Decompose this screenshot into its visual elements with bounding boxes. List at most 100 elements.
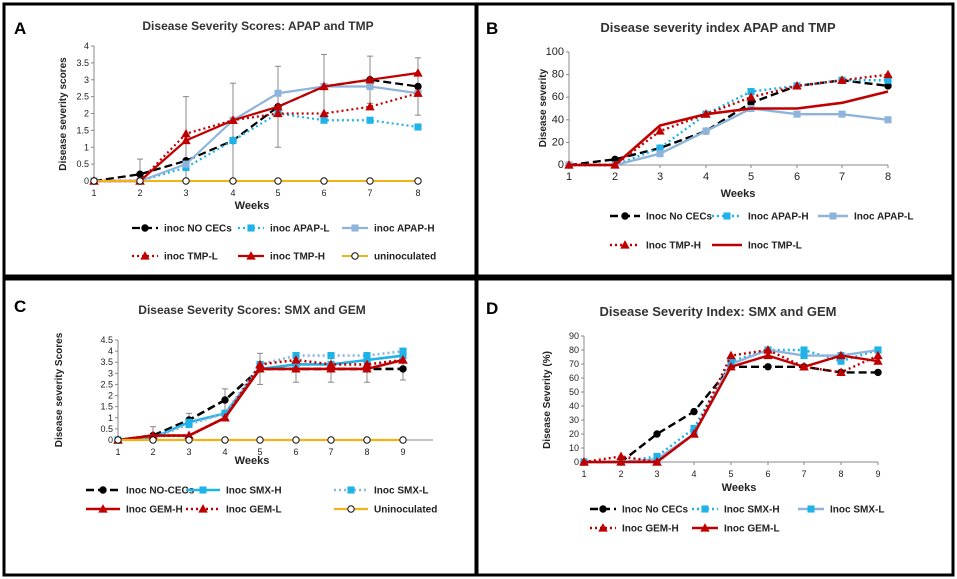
x-tick-label: 7 (801, 469, 806, 479)
y-tick-label: 3 (108, 368, 113, 378)
x-tick-label: 4 (230, 188, 235, 198)
y-tick-label: 40 (552, 114, 564, 126)
legend: Inoc No CECs Inoc APAP-H Inoc APAP-L Inoc T… (610, 212, 913, 252)
y-tick-label: 1.5 (100, 402, 113, 412)
legend-label: Inoc No CECs (622, 505, 689, 516)
data-point (399, 347, 407, 355)
legend-label: Inoc No CECs (646, 212, 713, 223)
legend-item: Inoc SMX-L (334, 486, 428, 497)
legend-label: Inoc APAP-H (748, 212, 809, 223)
chart-title: Disease Severity Scores: SMX and GEM (138, 303, 365, 317)
data-point (873, 356, 883, 365)
data-point (228, 115, 238, 124)
legend: Inoc No CECs Inoc SMX-H Inoc SMX-L Inoc GEM… (590, 505, 884, 535)
legend-item: inoc TMP-H (238, 251, 325, 263)
legend-label: Inoc GEM-H (126, 505, 183, 516)
x-tick-label: 1 (566, 171, 572, 183)
legend-item: inoc TMP-L (132, 251, 218, 263)
data-point (136, 177, 144, 185)
series-line (569, 90, 889, 167)
legend-label: inoc NO CECs (164, 224, 232, 235)
data-point (726, 350, 736, 360)
legend-item: Inoc GEM-L (186, 504, 282, 516)
legend-marker (621, 212, 629, 220)
data-point (273, 101, 283, 111)
chart-panel-b: B Disease severity index APAP and TMP 0 20 4… (475, 2, 955, 278)
y-tick-label: 0 (574, 457, 579, 467)
legend-label: Uninoculated (374, 505, 437, 516)
x-axis-title: Weeks (722, 482, 757, 494)
x-tick-label: 3 (654, 469, 659, 479)
data-point (800, 352, 808, 360)
data-point (653, 430, 661, 438)
data-point (399, 365, 407, 373)
chart-panel-c: C Disease Severity Scores: SMX and GEM 00.… (2, 277, 478, 577)
data-point (413, 68, 423, 77)
x-axis-title: Weeks (235, 455, 270, 467)
legend-item: Inoc GEM-H (590, 523, 679, 535)
data-point (181, 135, 191, 145)
data-point (702, 127, 710, 135)
y-tick-label: 1 (84, 142, 89, 152)
x-tick-label: 7 (328, 447, 333, 457)
y-tick-label: 3.5 (76, 58, 89, 68)
legend-label: Inoc SMX-L (830, 505, 884, 516)
data-point (836, 350, 846, 360)
legend-item: Inoc SMX-H (186, 486, 282, 497)
legend-marker (246, 251, 256, 260)
y-tick-label: 70 (569, 359, 579, 369)
data-point (326, 364, 336, 373)
data-point (90, 177, 98, 185)
data-point (320, 177, 328, 185)
legend-item: Inoc SMX-L (798, 505, 884, 516)
y-tick-label: 2.5 (76, 92, 89, 102)
y-tick-label: 1.5 (76, 125, 89, 135)
y-axis-title: Disease severity scores (58, 57, 69, 171)
y-tick-label: 0.5 (76, 159, 89, 169)
data-point (292, 436, 300, 444)
x-tick-label: 3 (183, 188, 188, 198)
x-tick-label: 6 (765, 469, 770, 479)
legend-item: Inoc No CECs (610, 212, 713, 223)
data-point (229, 136, 237, 145)
data-point (366, 116, 374, 124)
legend-marker (701, 505, 709, 513)
data-point (274, 89, 282, 97)
y-tick-label: 10 (569, 443, 579, 453)
series-uninoculated (90, 177, 422, 185)
legend-item: Inoc GEM-L (692, 523, 780, 535)
legend-label: uninoculated (374, 252, 436, 263)
series-uninoculated (114, 436, 407, 444)
data-point (114, 436, 122, 444)
x-tick-label: 1 (581, 469, 586, 479)
y-tick-label: 3.5 (100, 357, 113, 367)
legend-marker (247, 224, 255, 232)
data-point (366, 177, 374, 185)
x-tick-label: 2 (612, 171, 618, 183)
legend-label: Inoc GEM-H (622, 524, 679, 535)
x-tick-label: 6 (293, 447, 298, 457)
y-tick-label: 0 (558, 159, 564, 171)
data-point (362, 364, 372, 373)
data-point (883, 69, 893, 79)
legend-marker (99, 486, 107, 494)
legend-marker (599, 505, 607, 513)
data-point (398, 355, 408, 364)
y-tick-label: 4.5 (100, 335, 113, 345)
y-tick-label: 0.5 (100, 424, 113, 434)
panel-letter: D (486, 299, 498, 318)
data-point (320, 116, 328, 124)
x-tick-label: 1 (115, 447, 120, 457)
data-point (414, 177, 422, 185)
series-inoc-tmp-l (569, 90, 889, 167)
chart-title: Disease Severity Index: SMX and GEM (600, 304, 837, 319)
legend-marker (140, 251, 150, 260)
y-tick-label: 4 (84, 41, 89, 51)
data-point (182, 160, 190, 168)
legend-marker (351, 224, 359, 232)
y-tick-label: 100 (546, 46, 564, 58)
series-line (94, 71, 419, 183)
data-point (326, 359, 336, 369)
data-point (185, 436, 193, 444)
